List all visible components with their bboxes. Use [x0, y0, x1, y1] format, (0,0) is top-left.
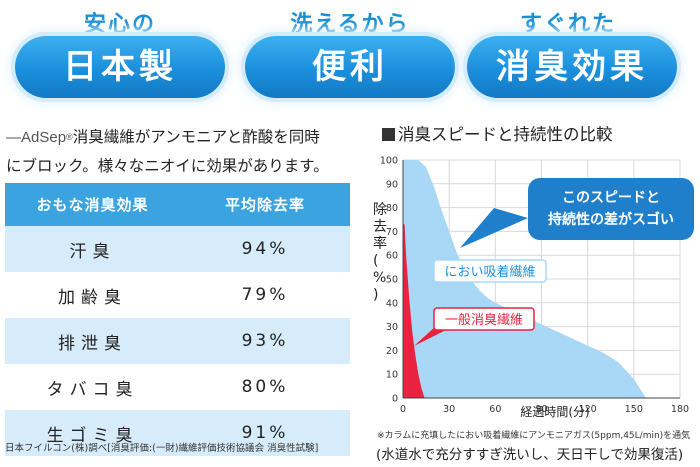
wash-note: (水道水で充分すすぎ洗いし、天日干しで効果復活) — [376, 447, 684, 463]
x-tick-label: 0 — [400, 404, 406, 415]
y-tick-label: 100 — [380, 156, 398, 167]
row-name: タバコ臭 — [46, 379, 139, 400]
y-tick-label: 40 — [386, 298, 398, 309]
y-tick-label: 20 — [386, 346, 398, 357]
y-tick-label: 50 — [386, 275, 398, 286]
chart-title: 消臭スピードと持続性の比較 — [382, 121, 613, 145]
svg-text:除去率(%): 除去率(%) — [373, 202, 387, 303]
table-row: 排泄臭 93% — [5, 318, 350, 364]
x-tick-label: 180 — [671, 404, 689, 415]
row-name: 生ゴミ臭 — [46, 425, 139, 446]
chart-axes — [402, 160, 680, 399]
y-tick-labels: 0 10 20 30 40 50 60 70 80 90 100 — [380, 156, 398, 405]
legend-red-label: 一般消臭繊維 — [445, 312, 523, 328]
registered-mark: ® — [66, 132, 73, 142]
deodorizing-table: おもな消臭効果 平均除去率 汗臭 94% 加齢臭 79% 排泄臭 93% タバコ… — [5, 183, 350, 456]
table-source: 日本フイルコン(株)調べ[消臭評価:(一財)繊維評価技術協議会 消臭性試験] — [5, 443, 319, 454]
row-name: 排泄臭 — [58, 333, 127, 354]
y-tick-label: 0 — [392, 394, 398, 405]
row-name: 汗臭 — [69, 241, 116, 262]
callout-line-1: このスピードと — [562, 190, 660, 206]
feature-1-badge: 日本製 — [15, 36, 225, 98]
x-tick-labels: 0 30 60 90 120 150 180 — [400, 404, 689, 415]
x-tick-label: 30 — [443, 404, 455, 415]
table-row: 汗臭 94% — [5, 226, 350, 272]
y-tick-label: 70 — [386, 227, 398, 238]
x-tick-label: 90 — [535, 404, 547, 415]
x-tick-label: 150 — [625, 404, 643, 415]
callout-line-2: 持続性の差がスゴい — [548, 211, 674, 228]
row-rate: 80% — [241, 377, 289, 397]
callout-bubble — [528, 178, 694, 240]
intro-text: —AdSep®消臭繊維がアンモニアと酢酸を同時 にブロック。様々なニオイに効果が… — [6, 123, 351, 180]
table-row: 加齢臭 79% — [5, 272, 350, 318]
row-rate: 94% — [241, 239, 289, 259]
header-rate: 平均除去率 — [224, 196, 305, 214]
intro-line-2: にブロック。様々なニオイに効果があります。 — [6, 157, 329, 175]
table-row: 生ゴミ臭 91% — [5, 410, 350, 456]
legend-blue-label: におい吸着繊維 — [444, 264, 535, 280]
feature-3-badge: 消臭効果 — [467, 36, 677, 98]
area-odor-absorbing-fiber — [403, 160, 647, 398]
feature-3-caption: すぐれた — [519, 12, 616, 37]
header-effect: おもな消臭効果 — [36, 196, 149, 214]
x-axis-label: 経過時間(分) — [520, 405, 589, 419]
intro-line-1: 消臭繊維がアンモニアと酢酸を同時 — [72, 128, 320, 146]
y-tick-label: 80 — [386, 203, 398, 214]
y-tick-label: 10 — [386, 370, 398, 381]
table-header: おもな消臭効果 平均除去率 — [5, 183, 350, 226]
area-general-fiber — [403, 224, 425, 398]
legend-red-pointer — [414, 326, 446, 346]
x-tick-label: 120 — [579, 404, 597, 415]
legend-blue-box — [433, 259, 547, 283]
table-row: タバコ臭 80% — [5, 364, 350, 410]
row-rate: 93% — [241, 331, 289, 351]
y-tick-label: 60 — [386, 251, 398, 262]
feature-2-caption: 洗えるから — [290, 12, 410, 37]
y-axis-label: 除去率(%) — [373, 202, 387, 303]
callout-pointer — [460, 208, 528, 248]
brand-name: —AdSep® — [6, 129, 73, 146]
row-rate: 91% — [241, 423, 289, 443]
x-tick-label: 60 — [489, 404, 501, 415]
feature-2-badge: 便利 — [245, 36, 455, 98]
row-rate: 79% — [241, 285, 289, 305]
test-note: ※カラムに充填したにおい吸着繊維にアンモニアガス(5ppm,45L/min)を通… — [377, 431, 691, 441]
feature-1-caption: 安心の — [83, 12, 156, 37]
legend-red-box — [433, 307, 535, 331]
y-tick-label: 30 — [386, 322, 398, 333]
title-square-icon — [382, 128, 395, 141]
y-tick-label: 90 — [386, 179, 398, 190]
row-name: 加齢臭 — [58, 287, 127, 308]
